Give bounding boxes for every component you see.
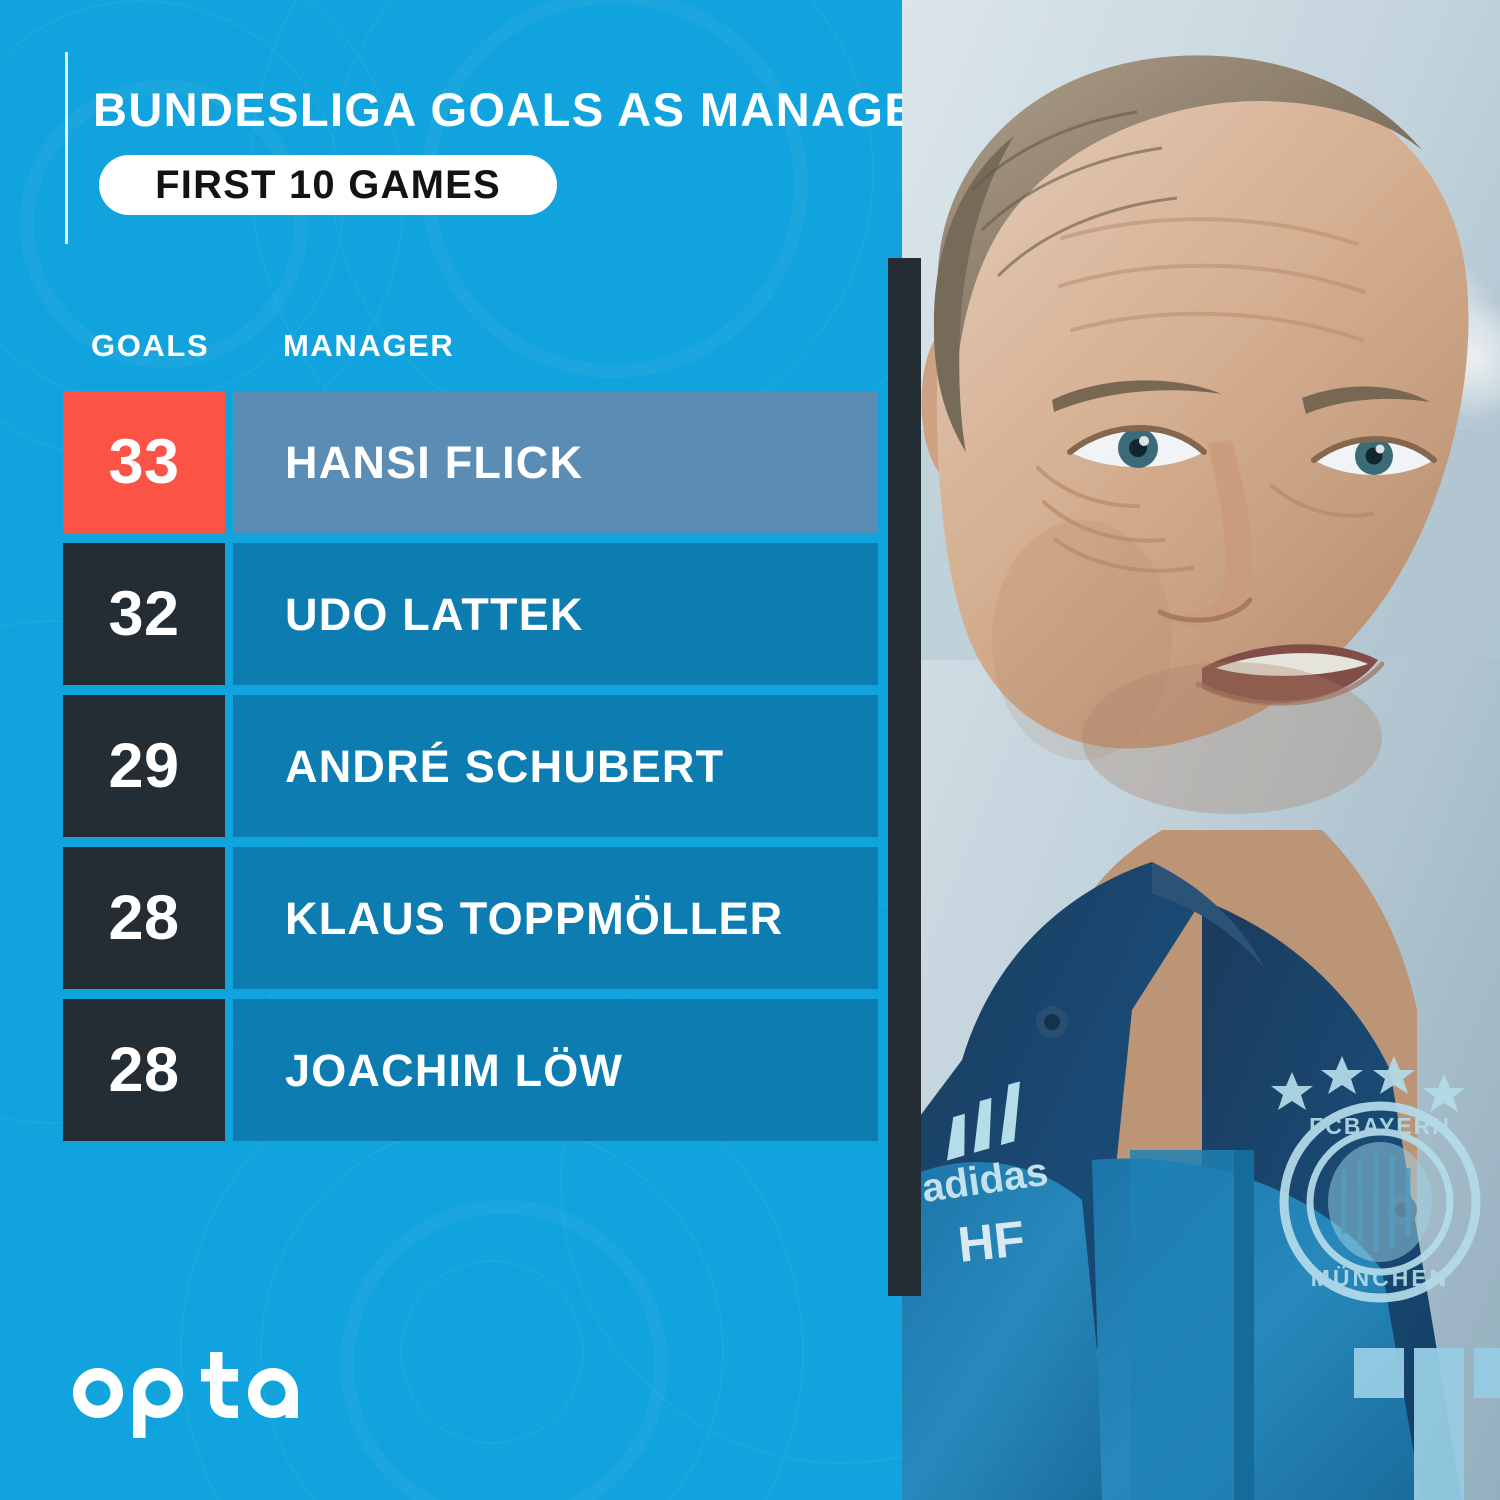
vertical-divider-bar [888, 258, 921, 1296]
subtitle-badge-label: FIRST 10 GAMES [155, 163, 501, 207]
table-row[interactable]: 33 HANSI FLICK [0, 391, 902, 533]
background-ripple [400, 1260, 584, 1444]
manager-cell: JOACHIM LÖW [233, 999, 878, 1141]
svg-text:FCBAYERN: FCBAYERN [1309, 1113, 1451, 1139]
table-row[interactable]: 28 JOACHIM LÖW [0, 999, 902, 1141]
goals-cell: 29 [63, 695, 225, 837]
opta-logo [73, 1352, 298, 1438]
goals-cell: 28 [63, 847, 225, 989]
svg-text:MÜNCHEN: MÜNCHEN [1311, 1265, 1450, 1291]
title-accent-rule [65, 52, 68, 244]
manager-name: JOACHIM LÖW [285, 1044, 624, 1096]
manager-cell: ANDRÉ SCHUBERT [233, 695, 878, 837]
manager-cell: HANSI FLICK [233, 391, 878, 533]
table-row[interactable]: 28 KLAUS TOPPMÖLLER [0, 847, 902, 989]
svg-text:HF: HF [955, 1210, 1027, 1273]
subtitle-badge: FIRST 10 GAMES [99, 155, 557, 215]
goals-value: 33 [108, 426, 180, 497]
goals-cell: 28 [63, 999, 225, 1141]
background-ripple [260, 1120, 724, 1500]
column-header-manager: MANAGER [283, 328, 455, 363]
page-title: BUNDESLIGA GOALS AS MANAGER [93, 83, 902, 136]
manager-cell: KLAUS TOPPMÖLLER [233, 847, 878, 989]
goals-value: 32 [108, 578, 180, 649]
background-ripple [330, 0, 874, 444]
goals-value: 29 [108, 730, 180, 801]
stats-panel: BUNDESLIGA GOALS AS MANAGER FIRST 10 GAM… [0, 0, 902, 1500]
table-row[interactable]: 32 UDO LATTEK [0, 543, 902, 685]
manager-name: UDO LATTEK [285, 588, 584, 640]
manager-photo: adidas HF [902, 0, 1500, 1500]
manager-name: HANSI FLICK [285, 436, 584, 488]
table-row[interactable]: 29 ANDRÉ SCHUBERT [0, 695, 902, 837]
goals-cell: 32 [63, 543, 225, 685]
column-header-goals: GOALS [91, 328, 210, 363]
goals-cell: 33 [63, 391, 225, 533]
goals-value: 28 [108, 1034, 180, 1105]
manager-name: KLAUS TOPPMÖLLER [285, 892, 784, 944]
goals-value: 28 [108, 882, 180, 953]
background-ripple [340, 1200, 668, 1500]
manager-cell: UDO LATTEK [233, 543, 878, 685]
ranking-table: 33 HANSI FLICK 32 UDO LATTEK 29 [0, 391, 902, 1151]
manager-name: ANDRÉ SCHUBERT [285, 740, 725, 792]
